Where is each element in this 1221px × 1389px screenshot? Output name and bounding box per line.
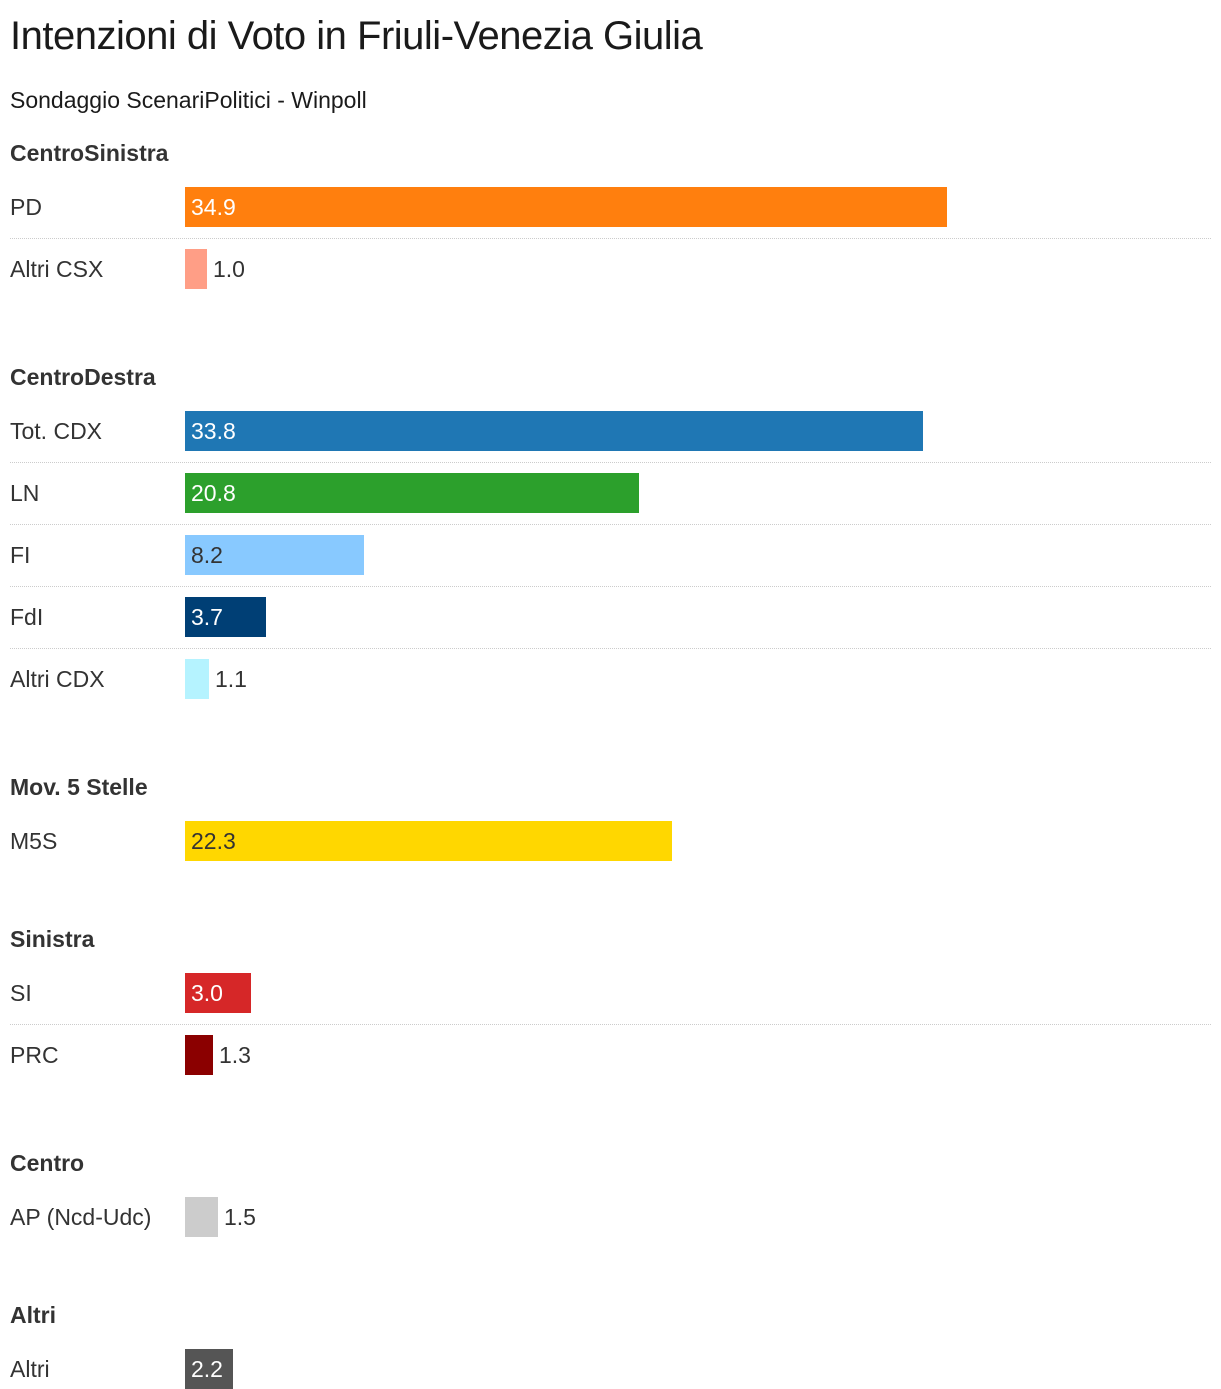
group-title: Altri: [10, 1302, 56, 1328]
row-label: FdI: [10, 604, 44, 630]
bar: [185, 973, 251, 1013]
row-label: FI: [10, 542, 31, 568]
row-label: AP (Ncd-Udc): [10, 1204, 152, 1230]
chart-title: Intenzioni di Voto in Friuli-Venezia Giu…: [10, 14, 703, 58]
data-label: 33.8: [191, 418, 236, 444]
row-label: LN: [10, 480, 40, 506]
data-label: 3.7: [191, 604, 223, 630]
data-label: 34.9: [191, 194, 236, 220]
bar: [185, 473, 639, 513]
group-title: Mov. 5 Stelle: [10, 774, 148, 800]
bar: [185, 535, 364, 575]
bar: [185, 1197, 218, 1237]
bar: [185, 187, 947, 227]
row-separator: [10, 586, 1211, 587]
row-label: SI: [10, 980, 32, 1006]
chart-subtitle: Sondaggio ScenariPolitici - Winpoll: [10, 87, 367, 113]
row-label: PRC: [10, 1042, 59, 1068]
data-label: 1.5: [224, 1204, 256, 1230]
group-title: Centro: [10, 1150, 85, 1176]
data-label: 2.2: [191, 1356, 223, 1382]
row-separator: [10, 238, 1211, 239]
data-label: 1.3: [219, 1042, 251, 1068]
group-title: CentroSinistra: [10, 140, 169, 166]
row-label: Altri CSX: [10, 256, 104, 282]
row-separator: [10, 462, 1211, 463]
bar: [185, 411, 923, 451]
data-label: 1.0: [213, 256, 245, 282]
row-separator: [10, 524, 1211, 525]
data-label: 20.8: [191, 480, 236, 506]
bar: [185, 597, 266, 637]
bar: [185, 249, 207, 289]
row-label: M5S: [10, 828, 58, 854]
bar-chart: CentroSinistra PD 34.9 Altri CSX 1.0 CentroDe…: [10, 140, 1211, 1389]
row-separator: [10, 1024, 1211, 1025]
group-title: CentroDestra: [10, 364, 156, 390]
bar: [185, 821, 672, 861]
group-title: Sinistra: [10, 926, 95, 952]
row-label: Altri: [10, 1356, 50, 1382]
data-label: 8.2: [191, 542, 223, 568]
data-label: 22.3: [191, 828, 236, 854]
row-label: Tot. CDX: [10, 418, 103, 444]
data-label: 1.1: [215, 666, 247, 692]
row-label: Altri CDX: [10, 666, 105, 692]
row-label: PD: [10, 194, 42, 220]
row-separator: [10, 648, 1211, 649]
bar: [185, 1035, 213, 1075]
data-label: 3.0: [191, 980, 223, 1006]
bar: [185, 659, 209, 699]
chart-page: Intenzioni di Voto in Friuli-Venezia Giu…: [10, 14, 1211, 1389]
